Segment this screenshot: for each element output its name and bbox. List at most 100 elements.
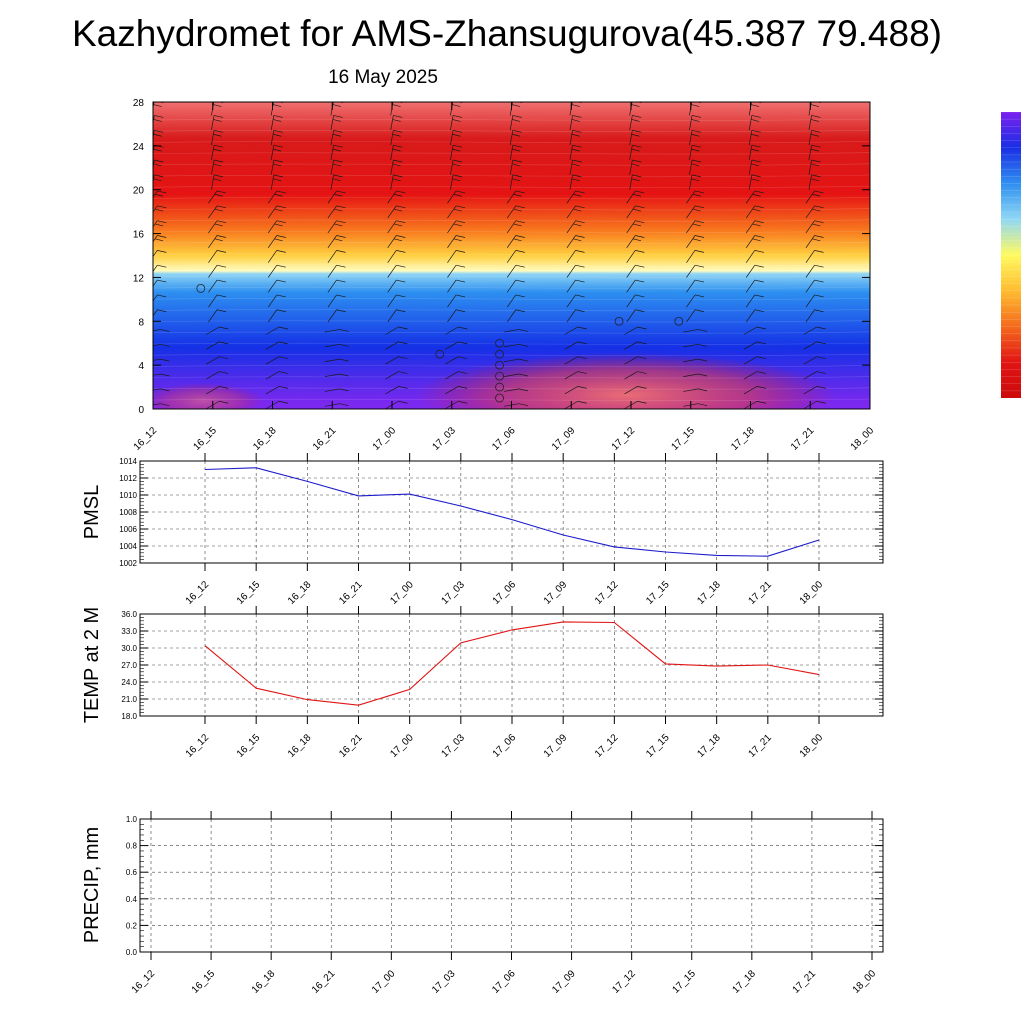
wind-barb-flag bbox=[694, 250, 705, 253]
wind-barb-flag bbox=[814, 205, 824, 209]
wind-barb bbox=[327, 250, 337, 263]
wind-barb-flag bbox=[691, 163, 700, 167]
wind-barb-flag bbox=[575, 235, 585, 238]
wind-barb bbox=[748, 145, 753, 160]
wind-barb bbox=[686, 309, 696, 323]
wind-barb-flag bbox=[692, 238, 701, 242]
wind-barb-flag bbox=[512, 148, 521, 152]
wind-barb bbox=[569, 174, 573, 190]
wind-barb-flag bbox=[393, 129, 403, 133]
wind-barb-flag bbox=[698, 329, 708, 332]
wind-barb-flag bbox=[631, 178, 640, 182]
wind-barb bbox=[569, 159, 573, 175]
wind-barb bbox=[683, 329, 699, 333]
x-tick-label: 17_21 bbox=[789, 425, 817, 453]
calm-circle bbox=[495, 393, 504, 403]
wind-barb-flag bbox=[219, 326, 229, 330]
wind-barb bbox=[626, 279, 636, 293]
wind-barb-flag bbox=[339, 388, 349, 392]
wind-barb bbox=[626, 190, 636, 204]
wind-barb bbox=[504, 388, 519, 392]
wind-barb-flag bbox=[698, 373, 708, 377]
wind-barb-flag bbox=[751, 174, 761, 178]
wind-barb bbox=[506, 250, 517, 263]
wind-barb-flag bbox=[273, 115, 283, 118]
x-tick-label: 17_15 bbox=[644, 579, 672, 607]
wind-barb-flag bbox=[577, 356, 587, 360]
wind-barb-flag bbox=[452, 129, 463, 133]
wind-barb-flag bbox=[632, 193, 642, 197]
wind-barb bbox=[270, 115, 275, 131]
wind-barb-flag bbox=[632, 159, 642, 163]
wind-barb bbox=[686, 220, 696, 234]
wind-barb-flag bbox=[219, 356, 229, 360]
wind-barb bbox=[745, 250, 756, 263]
wind-barb-flag bbox=[336, 205, 346, 209]
wind-barb-flag bbox=[816, 371, 826, 374]
wind-barb-flag bbox=[694, 294, 705, 298]
wind-barb-flag bbox=[754, 294, 764, 298]
wind-barb-flag bbox=[273, 144, 283, 148]
wind-barb bbox=[566, 265, 576, 278]
wind-barb-flag bbox=[154, 174, 164, 178]
wind-barb bbox=[153, 403, 161, 406]
wind-barb-flag bbox=[575, 190, 585, 194]
y-tick-label: 0.6 bbox=[126, 868, 138, 877]
wind-barb bbox=[330, 115, 334, 131]
wind-barb-flag bbox=[392, 104, 401, 107]
wind-barb-flag bbox=[452, 174, 463, 178]
wind-barb-flag bbox=[814, 294, 824, 298]
wind-barb-flag bbox=[573, 208, 582, 212]
wind-barb bbox=[748, 130, 753, 146]
x-tick-label: 16_21 bbox=[311, 425, 339, 453]
wind-barb-flag bbox=[694, 205, 705, 209]
wind-barb bbox=[270, 174, 275, 190]
wind-barb-flag bbox=[575, 220, 585, 223]
wind-barb bbox=[153, 250, 158, 258]
x-tick-label: 16_18 bbox=[250, 968, 278, 996]
wind-barb-flag bbox=[273, 178, 282, 182]
wind-barb bbox=[745, 190, 756, 204]
wind-barb bbox=[745, 309, 756, 323]
wind-barb-flag bbox=[213, 163, 222, 167]
contour-line bbox=[153, 219, 870, 222]
wind-barb bbox=[564, 371, 578, 380]
wind-barb-flag bbox=[160, 388, 170, 392]
wind-barb bbox=[683, 373, 699, 377]
wind-barb bbox=[805, 190, 815, 204]
wind-barb bbox=[267, 235, 278, 248]
x-tick-label: 16_18 bbox=[286, 579, 314, 607]
y-tick-label: 28 bbox=[133, 98, 145, 109]
wind-barb-flag bbox=[276, 264, 286, 268]
wind-barb-flag bbox=[392, 163, 401, 167]
calm-circle bbox=[495, 360, 504, 370]
wind-barb-flag bbox=[812, 208, 821, 212]
wind-barb-flag bbox=[334, 208, 343, 212]
wind-barb bbox=[506, 220, 517, 234]
wind-barb bbox=[206, 386, 220, 395]
y-tick-label: 33.0 bbox=[121, 627, 137, 636]
wind-barb bbox=[270, 159, 275, 175]
wind-barb bbox=[808, 130, 812, 146]
wind-barb bbox=[270, 130, 275, 146]
wind-barb-flag bbox=[273, 159, 283, 163]
wind-barb-flag bbox=[512, 104, 521, 107]
wind-barb-flag bbox=[274, 208, 283, 212]
wind-barb-flag bbox=[632, 144, 642, 148]
wind-barb-flag bbox=[452, 115, 463, 118]
wind-barb bbox=[686, 265, 696, 278]
colorbar-fill bbox=[1001, 112, 1021, 398]
wind-barb-flag bbox=[453, 193, 462, 197]
wind-barb-flag bbox=[518, 343, 528, 347]
wind-barb bbox=[208, 265, 218, 278]
wind-barb-flag bbox=[816, 400, 826, 404]
wind-barb-flag bbox=[694, 190, 705, 194]
wind-barb-flag bbox=[213, 159, 224, 163]
wind-barb bbox=[569, 145, 573, 160]
wind-barb-flag bbox=[336, 279, 346, 283]
wind-barb bbox=[265, 386, 280, 395]
wind-barb-flag bbox=[515, 309, 525, 313]
wind-barb bbox=[624, 341, 638, 350]
wind-barb-flag bbox=[811, 159, 821, 163]
x-tick-label: 17_06 bbox=[490, 968, 518, 996]
